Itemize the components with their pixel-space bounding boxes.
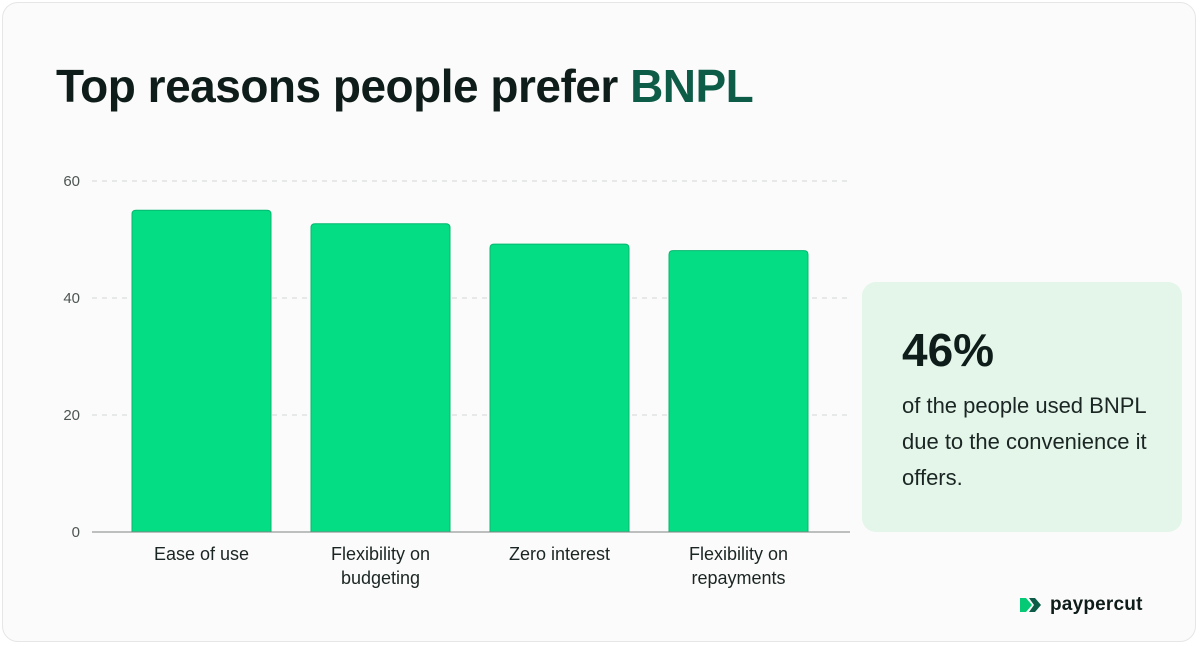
brand-logo: paypercut [1020, 594, 1143, 616]
bar [131, 209, 272, 533]
x-tick-label: Ease of use [154, 544, 249, 564]
bar [489, 243, 630, 533]
y-tick-label: 0 [72, 524, 80, 541]
bar [310, 223, 451, 533]
x-tick-label: Flexibility on repayments [689, 544, 788, 588]
bar [668, 250, 809, 533]
y-tick-label: 20 [63, 407, 80, 424]
x-tick-label: Flexibility on budgeting [331, 544, 430, 588]
stat-description: of the people used BNPL due to the conve… [902, 393, 1147, 490]
page-title: Top reasons people prefer BNPL [56, 58, 754, 114]
paypercut-logo-icon [1020, 598, 1041, 612]
x-tick-label: Zero interest [509, 544, 610, 564]
y-tick-label: 40 [63, 290, 80, 307]
stat-value: 46% [902, 324, 995, 376]
brand-name: paypercut [1050, 594, 1143, 615]
title-prefix: Top reasons people prefer [56, 60, 631, 112]
stat-callout: 46% of the people used BNPL due to the c… [862, 282, 1182, 532]
title-accent: BNPL [630, 60, 754, 112]
y-tick-label: 60 [63, 173, 80, 190]
